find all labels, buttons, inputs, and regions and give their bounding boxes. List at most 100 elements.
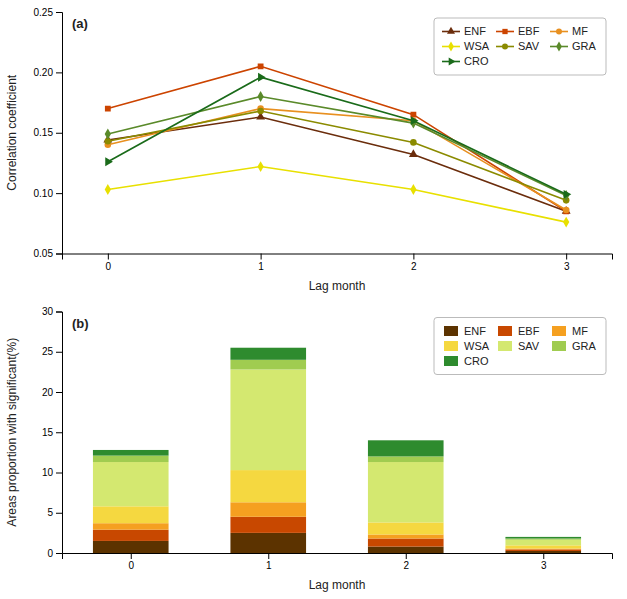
bar	[230, 360, 306, 370]
bar	[93, 450, 169, 456]
legend-item: WSA	[442, 40, 490, 52]
bar	[93, 506, 169, 523]
tick-label: 10	[42, 467, 54, 478]
legend-label: MF	[572, 325, 588, 337]
y-axis-title: Areas proportion with significant(%)	[5, 338, 19, 527]
x-axis-title: Lag month	[309, 279, 366, 293]
tick-label: 20	[42, 387, 54, 398]
legend-label: ENF	[464, 325, 486, 337]
legend-item: EBF	[496, 25, 540, 37]
tick-mark	[56, 432, 62, 433]
series-marker	[257, 108, 264, 115]
tick: 15	[42, 427, 62, 438]
series-marker	[258, 73, 266, 82]
tick-mark	[406, 553, 407, 559]
series-marker	[562, 206, 571, 214]
tick-mark	[108, 254, 109, 260]
tick-label: 0.20	[34, 67, 54, 78]
annotation: (b)	[72, 316, 89, 331]
tick: 10	[42, 467, 62, 478]
tick-mark	[56, 133, 62, 134]
tick-mark	[56, 352, 62, 353]
legend-box	[434, 18, 606, 75]
legend-swatch	[444, 356, 458, 366]
series-marker	[105, 106, 111, 112]
bar	[505, 540, 581, 546]
legend-item: ENF	[444, 325, 486, 337]
tick-mark	[56, 473, 62, 474]
x-axis: 0123	[63, 254, 613, 272]
legend-item: ENF	[442, 25, 486, 37]
tick-label: 25	[42, 346, 54, 357]
legend-label: EBF	[518, 25, 540, 37]
legend-swatch	[498, 341, 512, 351]
legend: ENFEBFMFWSASAVGRACRO	[434, 18, 606, 75]
legend-item: GRA	[550, 40, 597, 52]
axis-domain	[56, 312, 63, 554]
x-axis-title: Lag month	[309, 578, 366, 592]
tick-mark	[56, 193, 62, 194]
bar	[230, 470, 306, 502]
tick-mark	[56, 392, 62, 393]
legend-item: CRO	[444, 355, 489, 367]
legend-label: ENF	[464, 25, 486, 37]
tick-mark	[56, 312, 62, 313]
legend-label: CRO	[464, 355, 489, 367]
series-marker	[105, 129, 111, 140]
bar	[505, 539, 581, 540]
tick-mark	[56, 72, 62, 73]
legend-item: SAV	[498, 340, 540, 352]
tick: 0	[128, 553, 134, 571]
series-line	[108, 66, 566, 211]
plot-area	[93, 348, 581, 553]
bar	[368, 462, 444, 522]
legend-label: SAV	[518, 40, 540, 52]
tick-label: 3	[564, 261, 570, 272]
legend-swatch	[444, 326, 458, 336]
tick-label: 0	[128, 560, 134, 571]
tick: 2	[403, 553, 409, 571]
bar	[230, 369, 306, 470]
tick-mark	[56, 513, 62, 514]
tick: 1	[266, 553, 272, 571]
tick-mark	[268, 553, 269, 559]
tick: 30	[42, 306, 62, 317]
tick-label: 2	[411, 261, 417, 272]
legend-label: CRO	[464, 55, 489, 67]
bar	[230, 517, 306, 533]
bar	[230, 348, 306, 360]
bar	[505, 549, 581, 551]
series-marker	[105, 184, 111, 195]
tick-label: 0.05	[34, 248, 54, 259]
tick-label: 1	[266, 560, 272, 571]
tick-mark	[566, 254, 567, 260]
bar	[93, 456, 169, 462]
legend-item: MF	[552, 325, 588, 337]
tick: 25	[42, 346, 62, 357]
legend-box	[434, 318, 606, 375]
axis-domain	[63, 554, 613, 560]
legend-item: EBF	[498, 325, 540, 337]
bar	[368, 539, 444, 547]
tick-mark	[56, 12, 62, 13]
axis-domain	[63, 254, 613, 260]
tick-mark	[56, 254, 62, 255]
legend-swatch	[552, 326, 566, 336]
tick: 0.20	[34, 67, 62, 78]
series-marker	[257, 161, 263, 172]
tick: 2	[411, 254, 417, 272]
series-line	[108, 77, 566, 194]
tick: 5	[47, 507, 62, 518]
tick-label: 3	[541, 560, 547, 571]
tick: 3	[541, 553, 547, 571]
annotation: (a)	[72, 16, 88, 31]
legend-marker	[556, 42, 562, 52]
legend-marker	[447, 27, 455, 34]
tick-label: 5	[47, 507, 53, 518]
legend-marker	[556, 29, 562, 35]
series-marker	[257, 91, 263, 102]
legend-marker	[449, 57, 456, 65]
axis-domain	[56, 13, 63, 255]
legend-item: SAV	[496, 40, 540, 52]
tick: 3	[564, 254, 570, 272]
